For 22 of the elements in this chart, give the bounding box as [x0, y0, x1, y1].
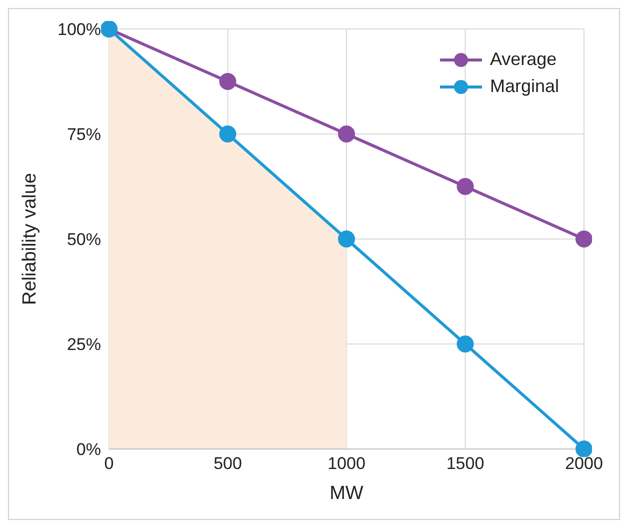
point [338, 230, 355, 248]
x-tick-label: 500 [214, 454, 242, 474]
x-axis-title: MW [330, 483, 364, 504]
point [576, 230, 592, 248]
point [219, 126, 236, 142]
legend-label: Average [490, 49, 557, 70]
point [456, 336, 474, 352]
y-tick-label: 75% [66, 125, 101, 144]
y-axis-title: Reliability value [20, 172, 41, 306]
point [576, 440, 592, 457]
point [338, 126, 355, 142]
y-tick-label: 25% [66, 335, 101, 354]
point [219, 73, 236, 90]
x-tick-label: 2000 [565, 454, 603, 474]
x-tick-label: 1500 [446, 454, 484, 474]
legend-label: Marginal [490, 76, 559, 97]
x-tick-label: 1000 [328, 454, 366, 474]
point [456, 178, 474, 195]
x-tick-label: 0 [104, 454, 114, 474]
y-tick-label: 100% [58, 20, 101, 40]
y-tick-label: 50% [66, 230, 101, 250]
y-tick-label: 0% [76, 440, 101, 460]
